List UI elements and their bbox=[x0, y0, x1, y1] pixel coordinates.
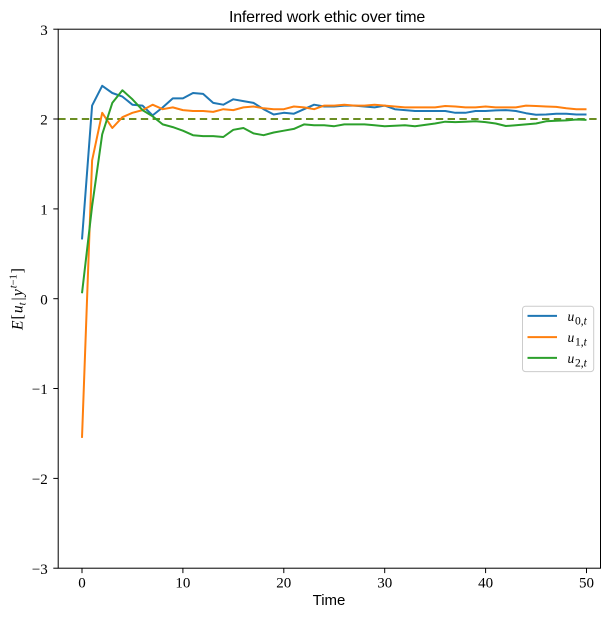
svg-text:0: 0 bbox=[78, 576, 86, 592]
svg-text:−3: −3 bbox=[32, 562, 48, 578]
svg-text:40: 40 bbox=[478, 576, 493, 592]
svg-text:Time: Time bbox=[313, 592, 346, 609]
svg-text:−2: −2 bbox=[32, 472, 48, 488]
svg-text:30: 30 bbox=[377, 576, 392, 592]
svg-text:10: 10 bbox=[175, 576, 190, 592]
svg-text:1: 1 bbox=[40, 203, 48, 219]
svg-text:2: 2 bbox=[40, 113, 48, 129]
svg-text:0: 0 bbox=[40, 292, 48, 308]
svg-text:3: 3 bbox=[40, 23, 48, 39]
svg-text:50: 50 bbox=[579, 576, 594, 592]
svg-text:Inferred work ethic over time: Inferred work ethic over time bbox=[229, 9, 425, 26]
svg-text:20: 20 bbox=[276, 576, 291, 592]
svg-text:−1: −1 bbox=[32, 382, 48, 398]
